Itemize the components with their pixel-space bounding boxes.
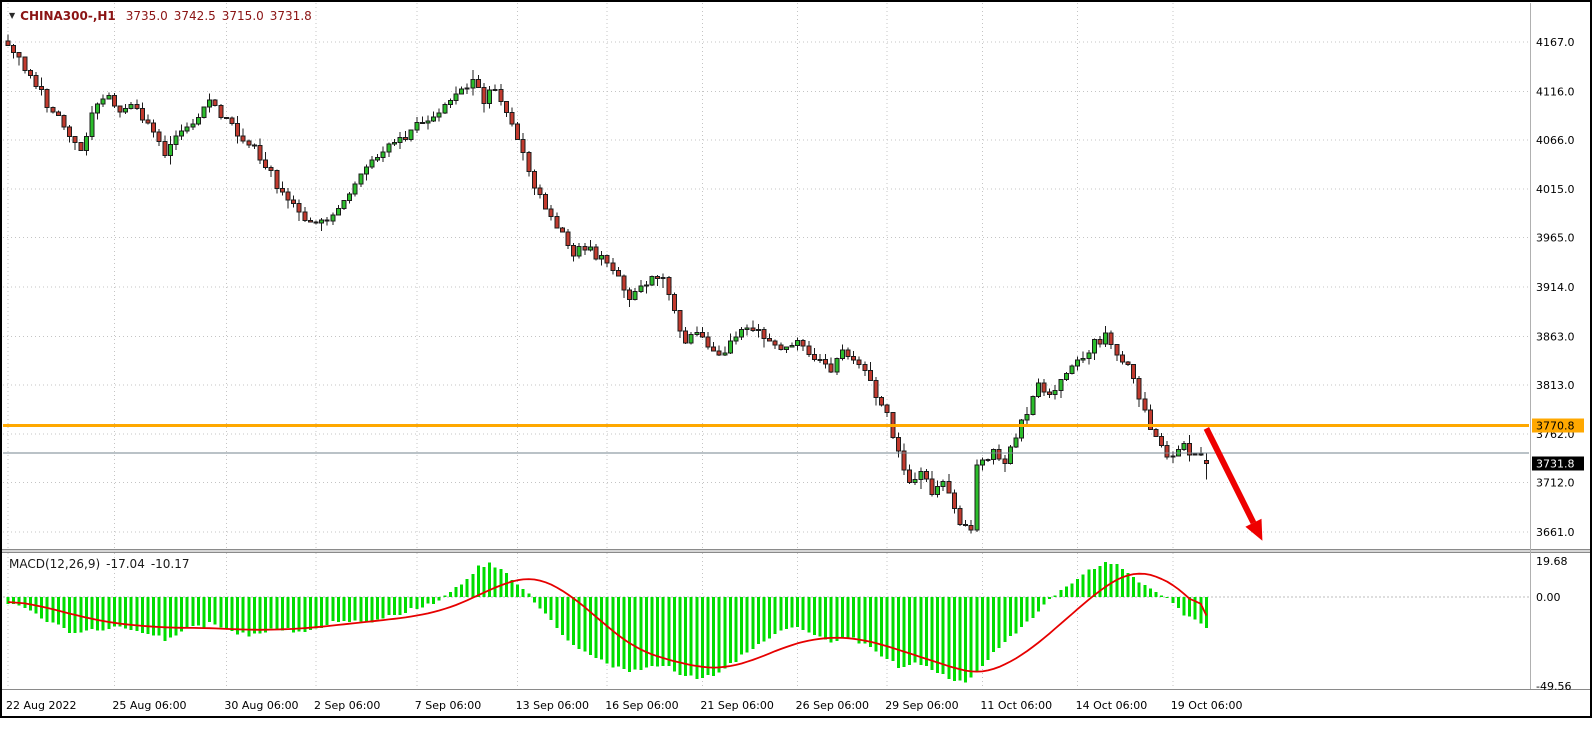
time-axis-labels[interactable]: 22 Aug 2022 25 Aug 06:00 30 Aug 06:00 2 Sep… — [6, 699, 1243, 712]
macd-histogram — [6, 561, 1208, 683]
svg-text:21 Sep 06:00: 21 Sep 06:00 — [700, 699, 773, 712]
quote-low: 3715.0 — [221, 9, 264, 23]
svg-text:22 Aug 2022: 22 Aug 2022 — [6, 699, 76, 712]
svg-text:19.68: 19.68 — [1536, 555, 1568, 568]
last-price-tag: 3731.8 — [1532, 456, 1584, 471]
svg-text:3770.8: 3770.8 — [1536, 420, 1575, 433]
svg-text:3661.0: 3661.0 — [1536, 526, 1575, 539]
quote-open: 3735.0 — [125, 9, 168, 23]
svg-text:4066.0: 4066.0 — [1536, 134, 1575, 147]
macd-pane[interactable] — [3, 553, 1529, 689]
svg-text:16 Sep 06:00: 16 Sep 06:00 — [605, 699, 678, 712]
svg-text:2 Sep 06:00: 2 Sep 06:00 — [314, 699, 380, 712]
svg-text:19 Oct 06:00: 19 Oct 06:00 — [1171, 699, 1243, 712]
svg-text:7 Sep 06:00: 7 Sep 06:00 — [415, 699, 481, 712]
svg-text:4015.0: 4015.0 — [1536, 183, 1575, 196]
macd-signal-value: -10.17 — [150, 557, 190, 571]
price-scale[interactable] — [1530, 3, 1591, 690]
quote-high: 3742.5 — [173, 9, 216, 23]
chart-title: ▼ CHINA300-,H1 3735.0 3742.5 3715.0 3731.8 — [9, 9, 318, 23]
svg-text:3863.0: 3863.0 — [1536, 330, 1575, 343]
pane-regions — [2, 3, 1590, 716]
svg-text:4116.0: 4116.0 — [1536, 85, 1575, 98]
svg-text:11 Oct 06:00: 11 Oct 06:00 — [980, 699, 1052, 712]
svg-text:-49.56: -49.56 — [1536, 680, 1571, 693]
hline-price-tag: 3770.8 — [1532, 418, 1584, 433]
svg-text:13 Sep 06:00: 13 Sep 06:00 — [516, 699, 589, 712]
time-scale[interactable] — [2, 690, 1590, 716]
macd-label: MACD(12,26,9) -17.04 -10.17 — [9, 557, 190, 571]
price-axis-labels[interactable]: 4167.0 4116.0 4066.0 4015.0 3965.0 3914.0 3863… — [1536, 36, 1575, 539]
svg-text:26 Sep 06:00: 26 Sep 06:00 — [796, 699, 869, 712]
macd-value: -17.04 — [106, 557, 145, 571]
svg-text:3813.0: 3813.0 — [1536, 379, 1575, 392]
svg-text:3731.8: 3731.8 — [1536, 457, 1575, 470]
svg-text:3712.0: 3712.0 — [1536, 477, 1575, 490]
symbol-timeframe-label: CHINA300-,H1 — [20, 9, 116, 23]
main-chart-pane[interactable] — [3, 3, 1529, 549]
svg-text:0.00: 0.00 — [1536, 591, 1561, 604]
svg-text:30 Aug 06:00: 30 Aug 06:00 — [224, 699, 298, 712]
symbol-dropdown-icon[interactable]: ▼ — [9, 11, 16, 20]
quote-close: 3731.8 — [269, 9, 312, 23]
macd-signal-line — [7, 572, 1208, 673]
svg-text:3965.0: 3965.0 — [1536, 232, 1575, 245]
svg-text:14 Oct 06:00: 14 Oct 06:00 — [1076, 699, 1148, 712]
svg-text:25 Aug 06:00: 25 Aug 06:00 — [112, 699, 186, 712]
trend-arrow-annotation[interactable] — [1203, 427, 1263, 541]
svg-text:4167.0: 4167.0 — [1536, 36, 1575, 49]
macd-axis-labels[interactable]: 19.68 0.00 -49.56 — [1536, 555, 1571, 693]
candles — [5, 34, 1209, 534]
macd-name: MACD(12,26,9) — [9, 557, 101, 571]
svg-text:29 Sep 06:00: 29 Sep 06:00 — [885, 699, 958, 712]
svg-text:3914.0: 3914.0 — [1536, 281, 1575, 294]
pane-splitter[interactable] — [0, 3, 1592, 690]
